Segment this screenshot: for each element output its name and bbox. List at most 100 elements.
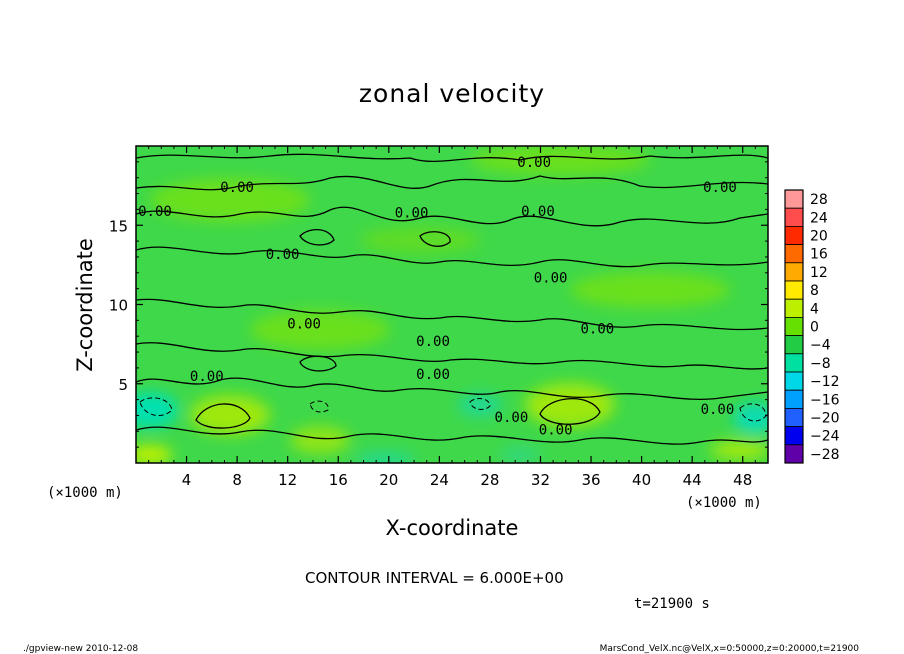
x-tick-label: 44 xyxy=(683,471,702,489)
field-patch xyxy=(733,402,768,434)
x-tick-label: 40 xyxy=(632,471,651,489)
x-tick-label: 24 xyxy=(430,471,449,489)
field-patch xyxy=(470,146,650,175)
colorbar-label: −16 xyxy=(810,392,840,408)
x-tick-label: 36 xyxy=(581,471,600,489)
field-patch xyxy=(355,452,415,463)
time-annotation: t=21900 s xyxy=(634,596,710,612)
colorbar-cell xyxy=(784,280,804,300)
colorbar-label: 8 xyxy=(810,283,819,299)
contour-line xyxy=(539,398,601,425)
negative-contour xyxy=(469,398,491,410)
field-patch xyxy=(136,445,172,463)
contour-label: 0.00 xyxy=(266,247,300,263)
field-patch xyxy=(136,392,178,428)
field-patch xyxy=(250,310,390,350)
colorbar-label: 0 xyxy=(810,320,819,336)
x-tick-label: 32 xyxy=(531,471,550,489)
negative-contour xyxy=(739,403,767,422)
contour-line xyxy=(136,206,768,227)
x-tick-label: 4 xyxy=(182,471,192,489)
x-unit-left: (×1000 m) xyxy=(47,485,123,501)
colorbar-cell xyxy=(784,371,804,391)
negative-contour xyxy=(309,400,329,413)
colorbar-cell xyxy=(784,262,804,282)
y-tick-label: 10 xyxy=(109,297,128,315)
colorbar-label: 12 xyxy=(810,265,828,281)
x-unit-right: (×1000 m) xyxy=(686,495,762,511)
contour-label: 0.00 xyxy=(220,180,254,196)
plot-area: 0.00 0.00 0.00 0.00 0.00 0.00 0.00 0.00 0.00 0.00… xyxy=(136,146,768,463)
colorbar-cell xyxy=(784,335,804,355)
colorbar-label: 20 xyxy=(810,229,828,245)
contour-line xyxy=(136,426,768,445)
contour-label: 0.00 xyxy=(534,271,568,287)
contour-lines xyxy=(136,153,768,445)
contour-line xyxy=(195,403,251,429)
contour-label: 0.00 xyxy=(517,155,551,171)
contour-interval-text: CONTOUR INTERVAL = 6.000E+00 xyxy=(305,569,564,587)
contour-line xyxy=(136,153,768,163)
y-axis: 5 10 15 xyxy=(109,161,768,448)
contour-label: 0.00 xyxy=(701,402,735,418)
footer-right-text: MarsCond_VelX.nc@VelX,x=0:50000,z=0:2000… xyxy=(600,644,860,654)
contour-label: 0.00 xyxy=(190,369,224,385)
colorbar-label: 4 xyxy=(810,301,819,317)
colorbar-cell xyxy=(784,316,804,336)
contour-labels: 0.00 0.00 0.00 0.00 0.00 0.00 0.00 0.00 0.00 0.00… xyxy=(138,155,737,439)
field-patch xyxy=(290,426,350,454)
contour-line xyxy=(299,355,337,372)
y-tick-label: 15 xyxy=(109,217,128,235)
negative-contour xyxy=(139,397,173,417)
contour-line xyxy=(136,342,768,370)
colorbar-cell xyxy=(784,189,804,209)
y-tick-label: 5 xyxy=(118,376,128,394)
colorbar-frame xyxy=(784,189,804,464)
colorbar-cell xyxy=(784,225,804,245)
contour-label: 0.00 xyxy=(138,204,172,220)
colorbar-label: −20 xyxy=(810,411,840,427)
colorbar: 28 24 20 16 12 8 4 0 −4 −8 −12 −16 −20 −24 −28 xyxy=(784,189,840,464)
contour-label: 0.00 xyxy=(416,367,450,383)
x-axis-label: X-coordinate xyxy=(386,516,519,540)
colorbar-label: −4 xyxy=(810,338,831,354)
x-tick-label: 48 xyxy=(733,471,752,489)
field-patch xyxy=(710,440,768,460)
colorbar-cell xyxy=(784,389,804,409)
colorbar-label: −28 xyxy=(810,447,840,463)
x-tick-label: 8 xyxy=(232,471,242,489)
x-tick-label: 16 xyxy=(329,471,348,489)
contour-label: 0.00 xyxy=(495,410,529,426)
x-tick-label: 28 xyxy=(480,471,499,489)
field-patch xyxy=(500,447,540,463)
field-patch xyxy=(360,226,480,254)
contour-line xyxy=(136,298,768,331)
x-tick-label: 12 xyxy=(278,471,297,489)
chart-title: zonal velocity xyxy=(359,79,545,108)
colorbar-label: 28 xyxy=(810,192,828,208)
contour-label: 0.00 xyxy=(539,423,573,439)
colorbar-cell xyxy=(784,244,804,264)
colorbar-cell xyxy=(784,207,804,227)
contour-line xyxy=(136,175,768,191)
colorbar-cell xyxy=(784,444,804,464)
contour-label: 0.00 xyxy=(703,180,737,196)
contour-line xyxy=(136,377,768,401)
field-patch xyxy=(570,272,730,308)
colorbar-cell xyxy=(784,407,804,427)
colorbar-cell xyxy=(784,426,804,446)
colorbar-cell xyxy=(784,353,804,373)
x-axis: 4 8 12 16 20 24 28 32 36 40 44 48 xyxy=(148,146,756,489)
colorbar-label: −24 xyxy=(810,429,840,445)
contour-line xyxy=(299,229,335,246)
field-patch xyxy=(190,395,270,435)
colorbar-label: 24 xyxy=(810,210,828,226)
contour-line xyxy=(136,246,768,268)
contour-label: 0.00 xyxy=(581,321,615,337)
contour-label: 0.00 xyxy=(416,334,450,350)
colorbar-label: −12 xyxy=(810,374,840,390)
contour-label: 0.00 xyxy=(395,206,429,222)
field-patch xyxy=(525,383,615,427)
contour-label: 0.00 xyxy=(287,317,321,333)
